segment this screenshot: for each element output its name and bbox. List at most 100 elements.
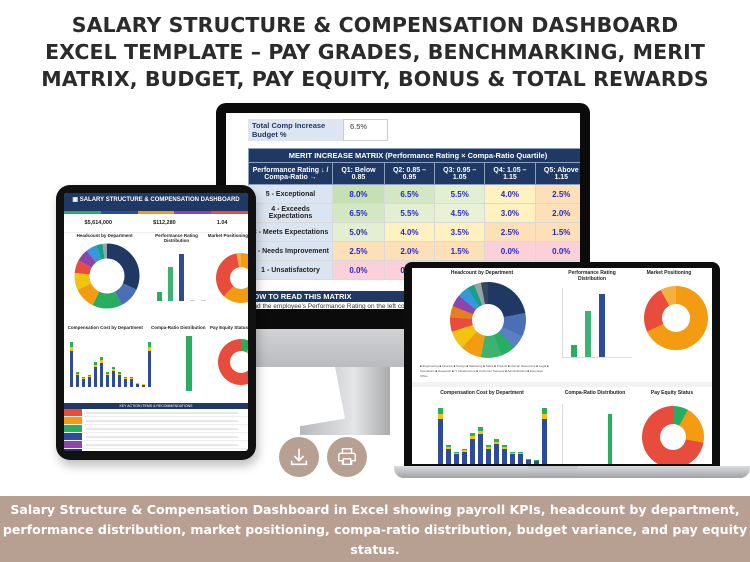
panel-title: Headcount by Department bbox=[450, 270, 514, 276]
matrix-cell[interactable]: 2.5% bbox=[534, 184, 580, 204]
monitor: Total Comp Increase Budget % 6.5% MERIT … bbox=[216, 103, 590, 367]
bar bbox=[510, 451, 515, 464]
laptop-lid-notch bbox=[528, 466, 578, 470]
panel-title: Performance Rating Distribution bbox=[568, 270, 616, 282]
matrix-cell[interactable]: 8.0% bbox=[332, 184, 385, 204]
howto-title: HOW TO READ THIS MATRIX bbox=[226, 291, 580, 302]
laptop-perf-chart bbox=[562, 288, 632, 358]
tablet-title-text: SALARY STRUCTURE & COMPENSATION DASHBOAR… bbox=[79, 197, 240, 203]
kpi-row: $5,614,000 $112,280 1.04 bbox=[64, 214, 248, 233]
matrix-corner-header: Performance Rating ↓ / Compa-Ratio → bbox=[248, 162, 333, 185]
laptop-compa-chart bbox=[562, 404, 632, 464]
matrix-cell[interactable]: 4.5% bbox=[434, 203, 486, 223]
matrix-row: 3 - Meets Expectations 5.0% 4.0% 3.5% 2.5% 1.… bbox=[248, 222, 580, 242]
page-title: SALARY STRUCTURE & COMPENSATION DASHBOAR… bbox=[0, 12, 750, 93]
matrix-cell[interactable]: 1.5% bbox=[434, 241, 486, 261]
matrix-cell[interactable]: 0.0% bbox=[332, 260, 385, 280]
bar bbox=[486, 445, 491, 464]
matrix-cell[interactable]: 1.5% bbox=[534, 222, 580, 242]
matrix-col-header: Q3: 0.95 – 1.05 bbox=[434, 162, 486, 185]
bar bbox=[494, 439, 499, 464]
budget-value[interactable]: 6.5% bbox=[343, 119, 388, 141]
bar bbox=[106, 372, 109, 387]
bar bbox=[462, 448, 467, 464]
bar bbox=[124, 377, 127, 387]
matrix-cell[interactable]: 0.0% bbox=[534, 241, 580, 261]
tablet-comp-cost-panel: Compensation Cost by Department bbox=[64, 325, 151, 403]
tablet-perf-panel: Performance Rating Distribution bbox=[145, 233, 208, 313]
matrix-cell[interactable]: 6.5% bbox=[383, 184, 436, 204]
matrix-cell[interactable]: 3.0% bbox=[484, 203, 536, 223]
matrix-row: 5 - Exceptional 8.0% 6.5% 5.5% 4.0% 2.5% bbox=[248, 184, 580, 204]
headcount-donut-chart bbox=[74, 243, 140, 309]
recommendation-row bbox=[64, 449, 248, 451]
recommendations-title: KEY ACTION ITEMS & RECOMMENDATIONS bbox=[64, 403, 248, 409]
bar bbox=[100, 357, 103, 387]
laptop-base bbox=[394, 466, 750, 478]
perf-bars bbox=[157, 251, 207, 301]
laptop-equity-donut bbox=[642, 406, 704, 464]
merit-matrix: MERIT INCREASE MATRIX (Performance Ratin… bbox=[248, 148, 580, 280]
title-line-3: MATRIX, BUDGET, PAY EQUITY, BONUS & TOTA… bbox=[41, 67, 709, 91]
bar bbox=[534, 460, 539, 464]
matrix-cell[interactable]: 4.0% bbox=[383, 222, 436, 242]
matrix-cell[interactable]: 5.5% bbox=[383, 203, 436, 223]
matrix-row-label: 2 - Needs Improvement bbox=[248, 241, 333, 261]
recommendation-row bbox=[64, 433, 248, 441]
bar bbox=[478, 426, 483, 464]
matrix-row-label: 3 - Meets Expectations bbox=[248, 222, 333, 242]
matrix-row-label: 4 - Exceeds Expectations bbox=[248, 203, 333, 223]
panel-title: Headcount by Department bbox=[76, 233, 133, 238]
bar bbox=[142, 384, 145, 387]
matrix-cell[interactable]: 0.0% bbox=[484, 241, 536, 261]
download-button[interactable] bbox=[279, 437, 319, 477]
laptop-headcount-donut bbox=[450, 282, 526, 358]
matrix-col-header: Q2: 0.85 – 0.95 bbox=[383, 162, 436, 185]
matrix-title: MERIT INCREASE MATRIX (Performance Ratin… bbox=[248, 148, 580, 163]
headcount-legend: ■ Engineering ■ Finance ■ Design ■ Marke… bbox=[420, 364, 549, 378]
matrix-cell[interactable]: 4.0% bbox=[484, 184, 536, 204]
monitor-screen: Total Comp Increase Budget % 6.5% MERIT … bbox=[226, 113, 580, 309]
matrix-col-header: Q4: 1.05 – 1.15 bbox=[484, 162, 536, 185]
tablet: ▣ SALARY STRUCTURE & COMPENSATION DASHBO… bbox=[56, 185, 256, 460]
matrix-cell[interactable]: 5.0% bbox=[332, 222, 385, 242]
matrix-cell[interactable]: 2.5% bbox=[332, 241, 385, 261]
bar bbox=[130, 377, 133, 387]
bar bbox=[118, 372, 121, 387]
print-button[interactable] bbox=[327, 437, 367, 477]
matrix-row: 2 - Needs Improvement 2.5% 2.0% 1.5% 0.0% 0.0… bbox=[248, 241, 580, 261]
bar bbox=[82, 377, 85, 387]
recommendation-row bbox=[64, 417, 248, 425]
market-donut-chart bbox=[215, 253, 248, 303]
budget-row: Total Comp Increase Budget % 6.5% bbox=[248, 119, 388, 141]
bar bbox=[438, 408, 443, 464]
equity-donut-chart bbox=[217, 339, 248, 385]
matrix-cell[interactable]: 2.0% bbox=[534, 203, 580, 223]
compa-bar bbox=[186, 336, 193, 391]
kpi-total-payroll: $5,614,000 bbox=[84, 220, 113, 226]
laptop: Headcount by Department Performance Rati… bbox=[404, 262, 720, 474]
tablet-charts-row-1: Headcount by Department Performance Rati… bbox=[64, 233, 248, 313]
download-icon bbox=[290, 448, 308, 466]
bar bbox=[470, 433, 475, 464]
panel-title: Compa-Ratio Distribution bbox=[564, 390, 626, 396]
panel-title: Performance Rating Distribution bbox=[155, 233, 198, 243]
matrix-cell[interactable]: 5.5% bbox=[434, 184, 486, 204]
matrix-cell[interactable]: 6.5% bbox=[332, 203, 385, 223]
tablet-subtitle bbox=[64, 204, 248, 211]
matrix-cell[interactable]: 2.5% bbox=[484, 222, 536, 242]
bar bbox=[136, 383, 139, 387]
comp-cost-bars bbox=[70, 337, 151, 387]
bar bbox=[454, 451, 459, 464]
bar bbox=[542, 408, 547, 464]
footer-caption: Salary Structure & Compensation Dashboar… bbox=[0, 496, 750, 562]
tablet-market-panel: Market Positioning bbox=[208, 233, 248, 313]
matrix-cell[interactable]: 3.5% bbox=[434, 222, 486, 242]
bar bbox=[446, 445, 451, 464]
matrix-cell[interactable]: 2.0% bbox=[383, 241, 436, 261]
bar bbox=[70, 342, 73, 387]
matrix-row-label: 5 - Exceptional bbox=[248, 184, 333, 204]
kpi-color-strip bbox=[64, 211, 248, 214]
recommendation-row bbox=[64, 409, 248, 417]
divider bbox=[412, 382, 712, 387]
